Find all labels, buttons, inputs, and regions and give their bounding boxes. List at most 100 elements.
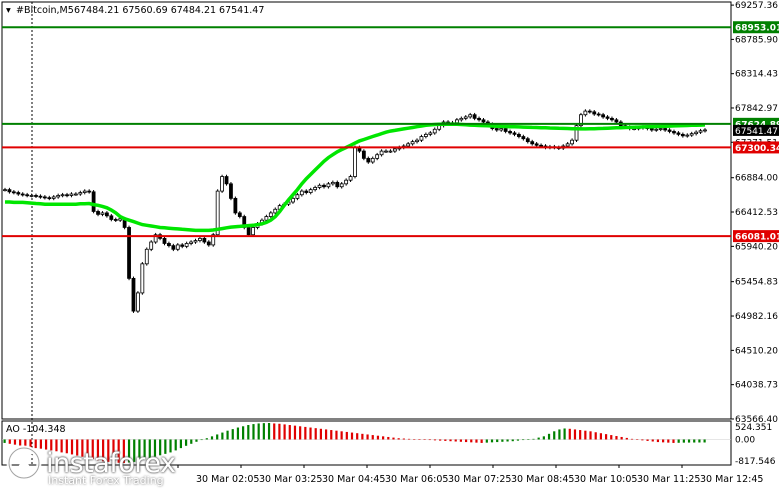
y-tick-label: 64038.73	[735, 381, 778, 391]
ao-bar	[382, 436, 385, 440]
candle-body	[406, 143, 411, 147]
ao-bar	[112, 439, 115, 463]
candle-body	[392, 148, 397, 152]
ao-bar	[490, 439, 494, 443]
candle-body	[703, 129, 707, 132]
y-tick-label: 64510.20	[735, 346, 778, 356]
candle-body	[654, 128, 659, 131]
x-tick-label: 30 Mar 11:25	[637, 474, 700, 485]
candle-body	[304, 190, 309, 193]
candle-body	[379, 150, 384, 156]
candle-body	[415, 139, 419, 143]
candle-body	[87, 190, 92, 193]
ao-bar	[76, 439, 79, 456]
ao-bar	[599, 433, 602, 440]
candle-body	[180, 244, 185, 247]
ao-bar	[190, 439, 193, 444]
ao-bar	[475, 439, 478, 443]
ao-bar	[39, 439, 42, 449]
ao-bar	[236, 427, 240, 440]
ao-bar	[516, 439, 520, 441]
ao-bar	[81, 439, 84, 457]
y-tick-label: 63566.40	[735, 415, 778, 425]
candle-body	[326, 183, 331, 188]
candle-body	[494, 128, 499, 131]
ao-bar	[537, 437, 540, 440]
ao-bar	[283, 424, 286, 440]
ao-bar	[335, 430, 338, 440]
y-tick-label: 64982.16	[735, 312, 778, 322]
ao-bar	[672, 439, 675, 443]
candle-body	[330, 181, 335, 185]
instaforex-logo-icon	[6, 445, 42, 481]
candle-body	[229, 183, 233, 199]
ao-bar	[164, 439, 167, 454]
y-tick-label: 66412.53	[735, 208, 778, 218]
ao-bar	[402, 438, 405, 440]
symbol-timeframe: #Bitcoin,M5	[16, 5, 74, 16]
candle-body	[42, 196, 47, 199]
candle-body	[517, 133, 521, 137]
candle-body	[512, 132, 517, 135]
ao-bar	[630, 438, 634, 440]
candle-body	[676, 132, 681, 135]
ao-bar	[397, 438, 400, 440]
candle-body	[11, 191, 16, 194]
candle-body	[136, 292, 140, 312]
current-price-label: 67541.47	[735, 127, 778, 137]
level-label: 67300.34	[735, 144, 781, 154]
ao-bar	[252, 424, 255, 440]
brand-tagline: Instant Forex Trading	[48, 474, 164, 487]
candle-body	[127, 227, 131, 279]
candle-body	[344, 179, 349, 185]
instaforex-logo	[4, 443, 194, 487]
ao-bar	[698, 439, 701, 443]
ao-bar	[589, 431, 592, 440]
ao-bar	[687, 439, 691, 443]
y-tick-label: 65940.20	[735, 242, 778, 252]
x-tick-label: 30 Mar 04:45	[322, 474, 385, 485]
ao-bar	[210, 436, 214, 440]
ao-bar	[242, 426, 245, 440]
ao-bar	[480, 439, 483, 443]
ao-bottom-value: -817.546	[735, 457, 776, 467]
ao-bar	[299, 426, 302, 440]
candle-body	[508, 131, 512, 134]
candle-body	[198, 237, 202, 241]
ao-bar	[485, 439, 488, 443]
ao-bar	[91, 439, 94, 460]
ao-bar	[226, 430, 229, 440]
candle-body	[237, 212, 242, 217]
ao-bar	[527, 439, 530, 440]
ao-bar	[330, 430, 333, 440]
candle-body	[149, 241, 154, 250]
ao-bar	[24, 439, 27, 447]
candle-body	[193, 240, 198, 243]
y-tick-label: 68785.90	[735, 35, 778, 45]
ao-bar	[594, 432, 597, 440]
price-panel-frame	[1, 1, 732, 420]
candle-body	[614, 119, 619, 123]
ao-zero-value: 0.00	[735, 435, 755, 445]
candle-body	[388, 150, 393, 153]
candle-body	[605, 116, 610, 119]
ao-bar	[3, 439, 6, 443]
ao-bar	[584, 430, 587, 440]
ao-bar	[459, 439, 462, 442]
candle-body	[104, 212, 109, 217]
ao-bar	[553, 431, 556, 440]
candle-body	[694, 131, 699, 135]
candle-body	[3, 189, 7, 192]
y-tick-label: 68314.43	[735, 70, 778, 80]
candle-body	[264, 216, 269, 221]
ao-bar	[433, 439, 437, 441]
y-tick-label: 65454.83	[735, 278, 778, 288]
ao-bar	[293, 425, 297, 440]
ao-bar	[418, 439, 421, 440]
level-label-bg	[733, 141, 779, 154]
ao-bar	[625, 437, 628, 440]
ao-bar	[96, 439, 100, 461]
candle-body	[317, 184, 322, 188]
